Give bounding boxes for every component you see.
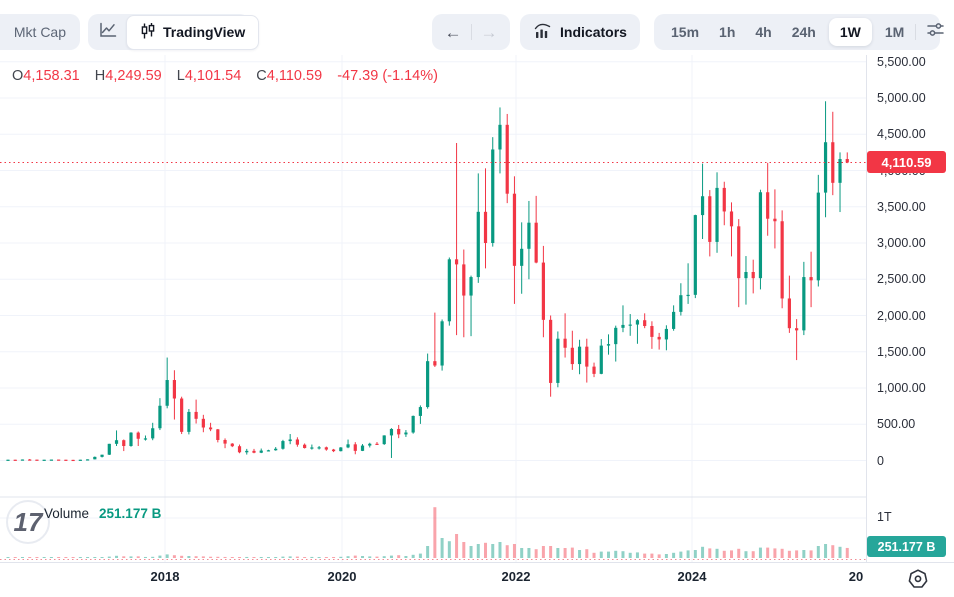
forward-arrow-icon[interactable]: → [480,22,498,42]
current-price-tag: 4,110.59 [867,151,946,174]
time-axis-label-2020: 2020 [327,569,357,584]
price-axis-label: 1,500.00 [877,344,926,359]
gridlines-layer [0,55,866,562]
timeframe-divider [915,24,917,40]
history-nav-group: ← → [432,14,510,50]
timeframe-24h[interactable]: 24h [791,24,816,40]
ohlc-legend: O4,158.31 H4,249.59 L4,101.54 C4,110.59 … [12,68,441,84]
arrows-divider [470,24,472,40]
volume-value: 251.177 B [99,506,162,521]
volume-legend: Volume 251.177 B [44,506,161,521]
open-value: 4,158.31 [23,68,80,84]
timeframe-1w[interactable]: 1W [828,18,872,46]
price-axis-label: 3,000.00 [877,236,926,250]
price-axis-label: 4,500.00 [877,127,926,142]
close-letter: C [256,68,267,84]
timeframe-group: 15m 1h 4h 24h 1W 1M [654,14,945,50]
mkt-cap-label: Mkt Cap [13,24,66,40]
low-value: 4,101.54 [184,68,242,84]
timeframe-1h[interactable]: 1h [719,24,736,40]
time-axis-label-20: 20 [848,569,864,584]
watermark-logo: 17 [6,500,50,544]
indicators-label: Indicators [560,24,627,40]
chart-type-group: TradingView [88,14,260,50]
price-axis-label: 0 [877,453,884,468]
candlestick-chart-svg[interactable] [0,55,866,562]
high-value: 4,249.59 [105,68,162,84]
line-chart-icon[interactable] [98,20,118,45]
volume-label: Volume [44,506,90,521]
indicators-icon [533,22,552,43]
chart-canvas[interactable]: 17 Volume 251.177 B [0,55,866,562]
open-letter: O [12,68,24,84]
candlestick-icon [140,22,156,43]
toolbar: Mkt Cap TradingView ← → [0,0,954,55]
price-axis-label: 1,000.00 [877,381,926,395]
watermark-text: 17 [13,506,43,537]
price-axis[interactable]: 5,500.005,000.004,500.004,000.003,500.00… [866,55,954,562]
price-axis-label: 5,000.00 [877,91,926,105]
tradingview-label: TradingView [163,24,246,40]
low-letter: L [176,68,185,84]
change-value: -47.39 (-1.14%) [337,68,438,84]
timeframe-items: 15m 1h 4h 24h 1W 1M [664,18,911,46]
close-value: 4,110.59 [266,68,323,84]
volume-badge: 251.177 B [867,536,946,557]
price-axis-label: 5,500.00 [877,54,926,69]
price-axis-label: 2,000.00 [877,308,926,323]
tradingview-button[interactable]: TradingView [126,14,260,50]
price-axis-label: 500.00 [877,417,916,432]
chart-settings-icon[interactable] [906,567,930,596]
price-axis-label: 3,500.00 [877,199,926,214]
timeframe-15m[interactable]: 15m [671,24,700,40]
volume-bars-layer [6,507,849,558]
mkt-cap-button[interactable]: Mkt Cap [0,14,80,50]
sliders-icon[interactable] [925,20,946,45]
candles-layer [6,101,849,462]
volume-scale-label: 1T [877,510,892,524]
time-axis[interactable]: 2018 2020 2022 2024 20 [0,562,954,597]
time-axis-label-2018: 2018 [150,569,180,584]
timeframe-1m[interactable]: 1M [884,24,905,40]
indicators-button[interactable]: Indicators [520,14,640,50]
back-arrow-icon[interactable]: ← [444,22,462,42]
price-axis-label: 2,500.00 [877,272,926,287]
time-axis-label-2022: 2022 [501,569,531,584]
high-letter: H [94,68,106,84]
timeframe-4h[interactable]: 4h [755,24,772,40]
time-axis-label-2024: 2024 [677,569,707,584]
